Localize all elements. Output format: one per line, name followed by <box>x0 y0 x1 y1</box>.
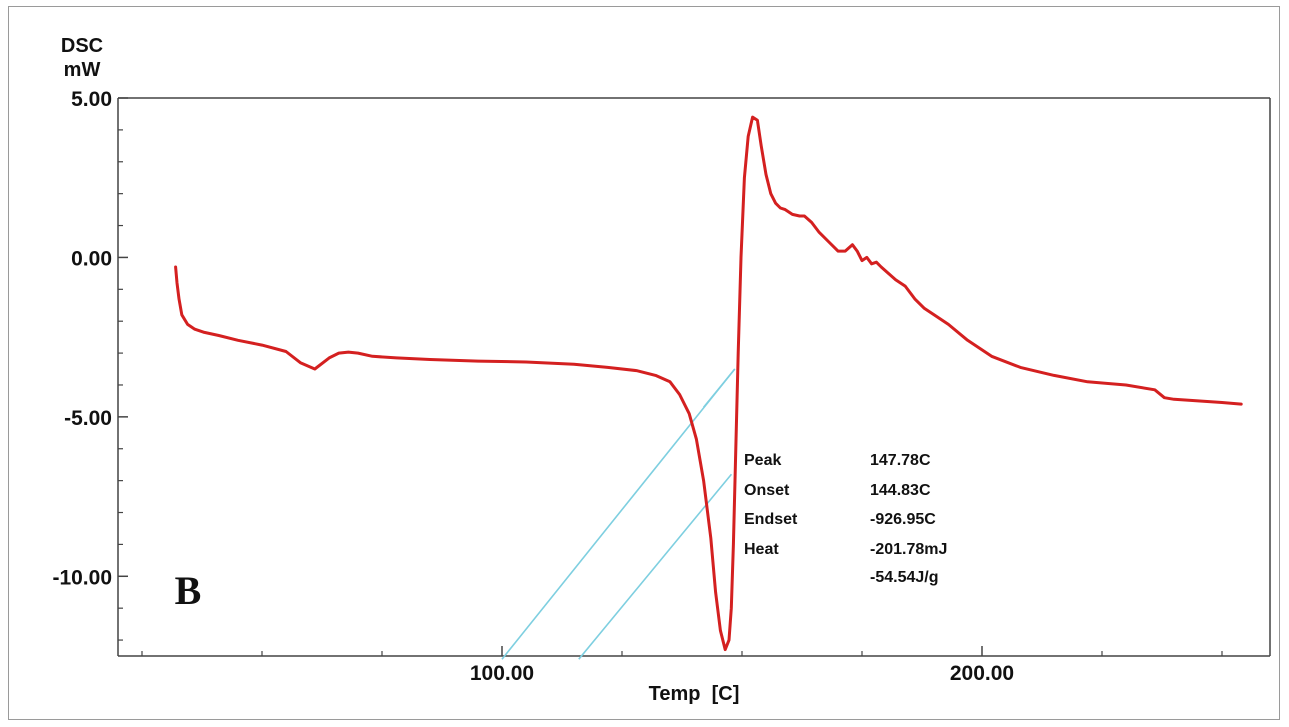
baselines <box>502 369 735 659</box>
y-tick-label: -5.00 <box>64 407 112 430</box>
y-tick-label: -10.00 <box>52 566 112 589</box>
axes <box>118 98 1270 656</box>
tangent-baseline <box>704 369 735 407</box>
annotation-label-heat: Heat <box>744 541 779 558</box>
annotation-label-endset: Endset <box>744 511 798 528</box>
annotation-value-endset: -926.95C <box>870 511 936 528</box>
annotation-value-heat: -201.78mJ <box>870 541 947 558</box>
y-axis-unit: mW <box>64 59 101 81</box>
annotation-label-onset: Onset <box>744 482 790 499</box>
tangent-baseline <box>502 369 735 659</box>
x-axis-title: Temp [C] <box>649 683 740 705</box>
annotation-value-specific-heat: -54.54J/g <box>870 569 938 586</box>
y-tick-label: 5.00 <box>71 88 112 111</box>
panel-label: B <box>175 568 202 613</box>
tangent-baseline <box>579 474 732 659</box>
ticks: 5.00 0.00 -5.00 -10.00 100.00 200.00 <box>52 88 1222 685</box>
y-axis-title: DSC <box>61 35 103 57</box>
annotation-label-peak: Peak <box>744 452 781 469</box>
x-tick-label: 200.00 <box>950 662 1014 685</box>
y-tick-label: 0.00 <box>71 247 112 270</box>
x-tick-label: 100.00 <box>470 662 534 685</box>
annotation-value-onset: 144.83C <box>870 482 931 499</box>
dsc-curve <box>176 117 1242 650</box>
annotation-value-peak: 147.78C <box>870 452 931 469</box>
peak-annotation: Peak 147.78C Onset 144.83C Endset -926.9… <box>744 452 947 586</box>
